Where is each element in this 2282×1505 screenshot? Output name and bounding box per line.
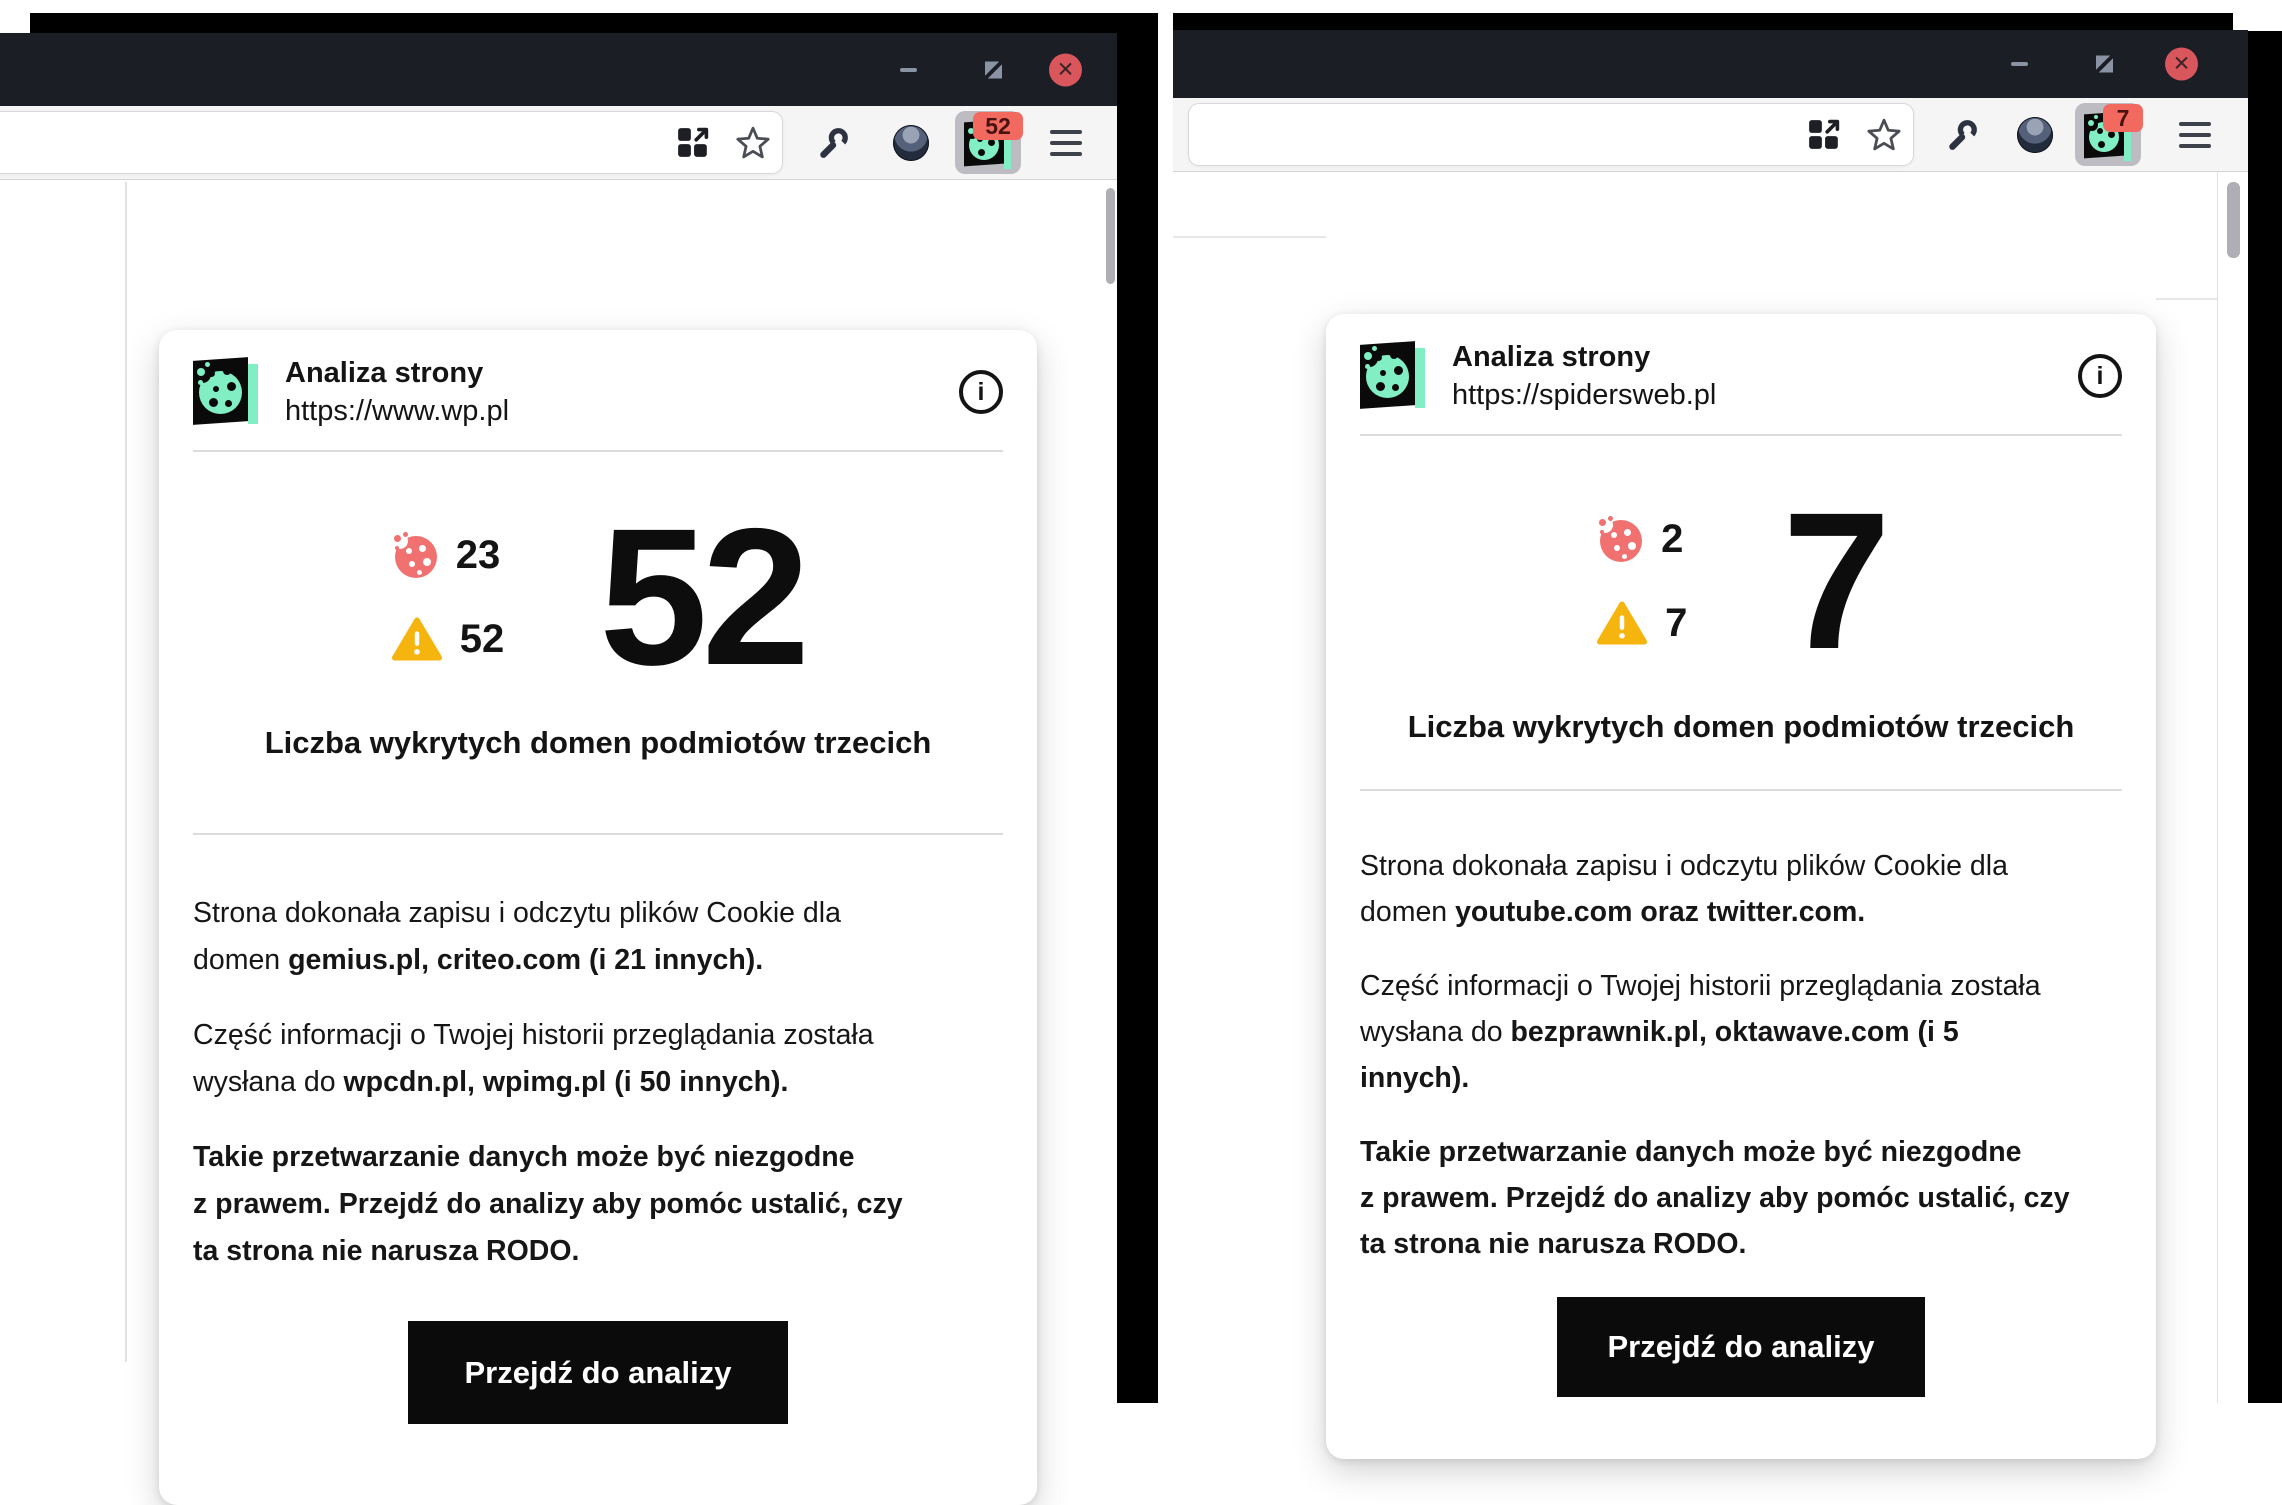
stats-caption: Liczba wykrytych domen podmiotów trzecic…: [264, 725, 932, 760]
url-bar[interactable]: [0, 112, 782, 173]
page-content-edge: [125, 182, 127, 1362]
stats-block: 2 7 7: [1326, 472, 2156, 690]
page-actions-grid-icon[interactable]: [1807, 118, 1841, 152]
third-party-domain-count: 7: [1782, 472, 1890, 690]
window-scrollbar[interactable]: [1106, 188, 1115, 284]
extension-popup: Analiza strony https://www.wp.pl i: [159, 330, 1037, 1505]
warning-stat-row: 52: [391, 616, 505, 662]
cookie-extension-button[interactable]: 7: [2075, 103, 2143, 166]
page-background: Analiza strony https://spidersweb.pl i: [1173, 172, 2248, 1459]
go-to-analysis-button[interactable]: Przejdź do analizy: [408, 1321, 788, 1424]
cookie-logo-icon: [1360, 340, 1426, 412]
info-icon[interactable]: i: [2078, 354, 2122, 398]
description-paragraph: Strona dokonała zapisu i odczytu plików …: [1360, 850, 2008, 928]
analyzed-url: https://spidersweb.pl: [1452, 379, 1717, 411]
stats-caption: Liczba wykrytych domen podmiotów trzecic…: [1407, 709, 2075, 744]
bookmark-star-icon[interactable]: [736, 126, 770, 160]
minimize-icon[interactable]: [900, 67, 917, 72]
close-icon[interactable]: ✕: [1049, 53, 1082, 86]
close-icon[interactable]: ✕: [2165, 47, 2198, 81]
popup-title: Analiza strony: [1452, 341, 1651, 373]
stats-block: 23 52 52: [159, 488, 1037, 706]
warning-stat-row: 7: [1597, 600, 1687, 646]
bookmark-star-icon[interactable]: [1867, 118, 1901, 152]
page-content-edge: [1173, 236, 1326, 238]
minimize-icon[interactable]: [2011, 62, 2028, 66]
cookie-stat-row: 23: [391, 532, 505, 578]
warning-count: 52: [459, 616, 505, 661]
url-bar[interactable]: [1189, 104, 1913, 165]
description-paragraph: Takie przetwarzanie danych może być niez…: [1360, 1136, 2070, 1260]
cookie-count: 23: [455, 532, 501, 577]
page-background: Analiza strony https://www.wp.pl i: [0, 180, 1117, 1505]
description-paragraph: Strona dokonała zapisu i odczytu plików …: [193, 897, 841, 976]
divider: [1360, 789, 2122, 791]
browser-toolbar: 52: [0, 106, 1117, 180]
description-paragraph: Część informacji o Twojej historii przeg…: [193, 1019, 874, 1098]
third-party-domain-count: 52: [599, 488, 810, 706]
wrench-icon[interactable]: [1945, 118, 1979, 152]
browser-window-right: ✕: [1173, 30, 2248, 1459]
description-paragraph: Część informacji o Twojej historii przeg…: [1360, 970, 2041, 1094]
info-icon[interactable]: i: [959, 370, 1003, 414]
profile-avatar[interactable]: [2017, 116, 2053, 153]
popup-title: Analiza strony: [285, 357, 484, 389]
page-content-edge: [2156, 298, 2218, 300]
restore-icon[interactable]: [2096, 55, 2113, 73]
cookie-logo-icon: [193, 356, 259, 428]
cookie-count-icon: [391, 532, 438, 578]
capture-frame-bar: [2248, 31, 2282, 1403]
capture-frame-bar: [1117, 13, 1158, 1403]
go-to-analysis-button[interactable]: Przejdź do analizy: [1557, 1297, 1925, 1397]
browser-toolbar: 7: [1173, 98, 2248, 172]
wrench-icon[interactable]: [816, 126, 850, 160]
popup-description: Strona dokonała zapisu i odczytu plików …: [1360, 843, 2122, 1267]
restore-icon[interactable]: [985, 61, 1002, 78]
popup-header: Analiza strony https://spidersweb.pl i: [1360, 340, 2122, 412]
extension-badge: 7: [2103, 104, 2143, 132]
window-scrollbar-track[interactable]: [2217, 172, 2248, 1403]
cookie-count: 2: [1661, 516, 1684, 561]
cookie-stat-row: 2: [1597, 516, 1687, 562]
analyzed-url: https://www.wp.pl: [285, 395, 510, 427]
warning-triangle-icon: [1597, 600, 1648, 646]
divider: [193, 450, 1003, 452]
window-titlebar: ✕: [0, 33, 1117, 106]
divider: [1360, 434, 2122, 436]
extension-popup: Analiza strony https://spidersweb.pl i: [1326, 314, 2156, 1459]
extension-badge: 52: [973, 112, 1023, 140]
menu-hamburger-icon[interactable]: [1050, 129, 1082, 156]
cookie-count-icon: [1597, 516, 1643, 562]
popup-description: Strona dokonała zapisu i odczytu plików …: [193, 890, 1003, 1275]
capture-frame-band: [1173, 13, 2233, 34]
window-titlebar: ✕: [1173, 30, 2248, 98]
cookie-extension-button[interactable]: 52: [955, 111, 1023, 174]
warning-count: 7: [1665, 600, 1688, 645]
window-scrollbar[interactable]: [2227, 182, 2240, 258]
capture-frame-band: [30, 13, 1117, 34]
warning-triangle-icon: [391, 616, 442, 662]
browser-window-left: ✕: [0, 33, 1117, 1505]
profile-avatar[interactable]: [893, 124, 929, 161]
popup-header: Analiza strony https://www.wp.pl i: [193, 356, 1003, 428]
divider: [193, 833, 1003, 835]
menu-hamburger-icon[interactable]: [2179, 121, 2211, 148]
page-actions-grid-icon[interactable]: [676, 126, 710, 160]
description-paragraph: Takie przetwarzanie danych może być niez…: [193, 1141, 903, 1267]
